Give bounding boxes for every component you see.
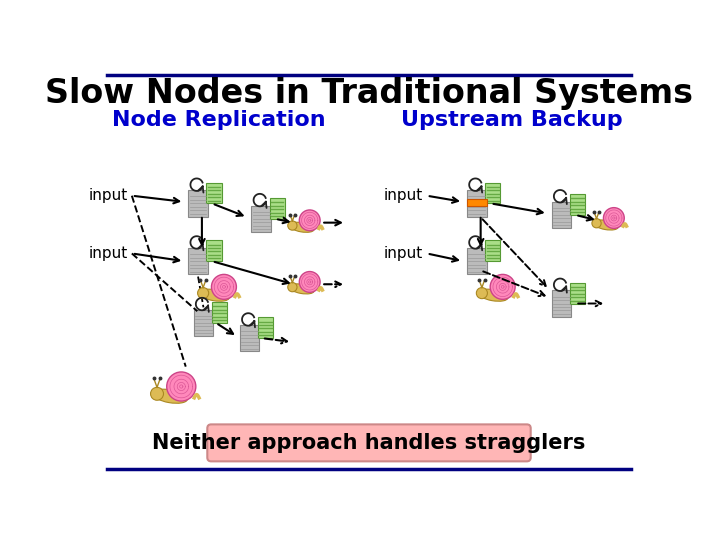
Ellipse shape	[289, 222, 314, 232]
Text: Slow Nodes in Traditional Systems: Slow Nodes in Traditional Systems	[45, 77, 693, 110]
Circle shape	[197, 288, 209, 299]
Circle shape	[592, 219, 601, 228]
Bar	[207, 183, 222, 204]
Bar	[552, 291, 571, 316]
Text: input: input	[89, 188, 128, 203]
Ellipse shape	[199, 289, 229, 301]
Bar	[485, 183, 500, 204]
Circle shape	[167, 372, 196, 401]
Circle shape	[603, 208, 624, 228]
Bar	[485, 240, 500, 261]
Text: Upstream Backup: Upstream Backup	[400, 110, 622, 130]
Bar	[467, 248, 487, 274]
Circle shape	[288, 221, 297, 230]
Bar	[189, 190, 208, 217]
Bar	[194, 309, 213, 336]
Bar	[570, 194, 585, 215]
Circle shape	[150, 387, 163, 400]
Bar	[240, 325, 259, 352]
Bar	[207, 240, 222, 261]
Text: Neither approach handles stragglers: Neither approach handles stragglers	[153, 433, 585, 453]
Ellipse shape	[478, 289, 508, 301]
Circle shape	[212, 274, 236, 299]
Circle shape	[300, 210, 320, 231]
Circle shape	[477, 288, 487, 299]
Bar	[467, 190, 487, 217]
Circle shape	[300, 272, 320, 292]
Circle shape	[288, 282, 297, 292]
Ellipse shape	[289, 284, 314, 294]
Bar	[570, 283, 585, 303]
Ellipse shape	[593, 220, 618, 230]
Bar	[467, 199, 487, 206]
Bar	[189, 248, 208, 274]
Text: input: input	[89, 246, 128, 261]
Ellipse shape	[153, 389, 187, 403]
Bar	[258, 318, 273, 338]
Bar	[251, 206, 271, 232]
Text: Node Replication: Node Replication	[112, 110, 325, 130]
Bar	[269, 198, 285, 219]
FancyBboxPatch shape	[207, 424, 531, 461]
Circle shape	[490, 274, 515, 299]
Bar	[212, 302, 227, 323]
Bar	[552, 202, 571, 228]
Text: input: input	[384, 246, 423, 261]
Text: input: input	[384, 188, 423, 203]
